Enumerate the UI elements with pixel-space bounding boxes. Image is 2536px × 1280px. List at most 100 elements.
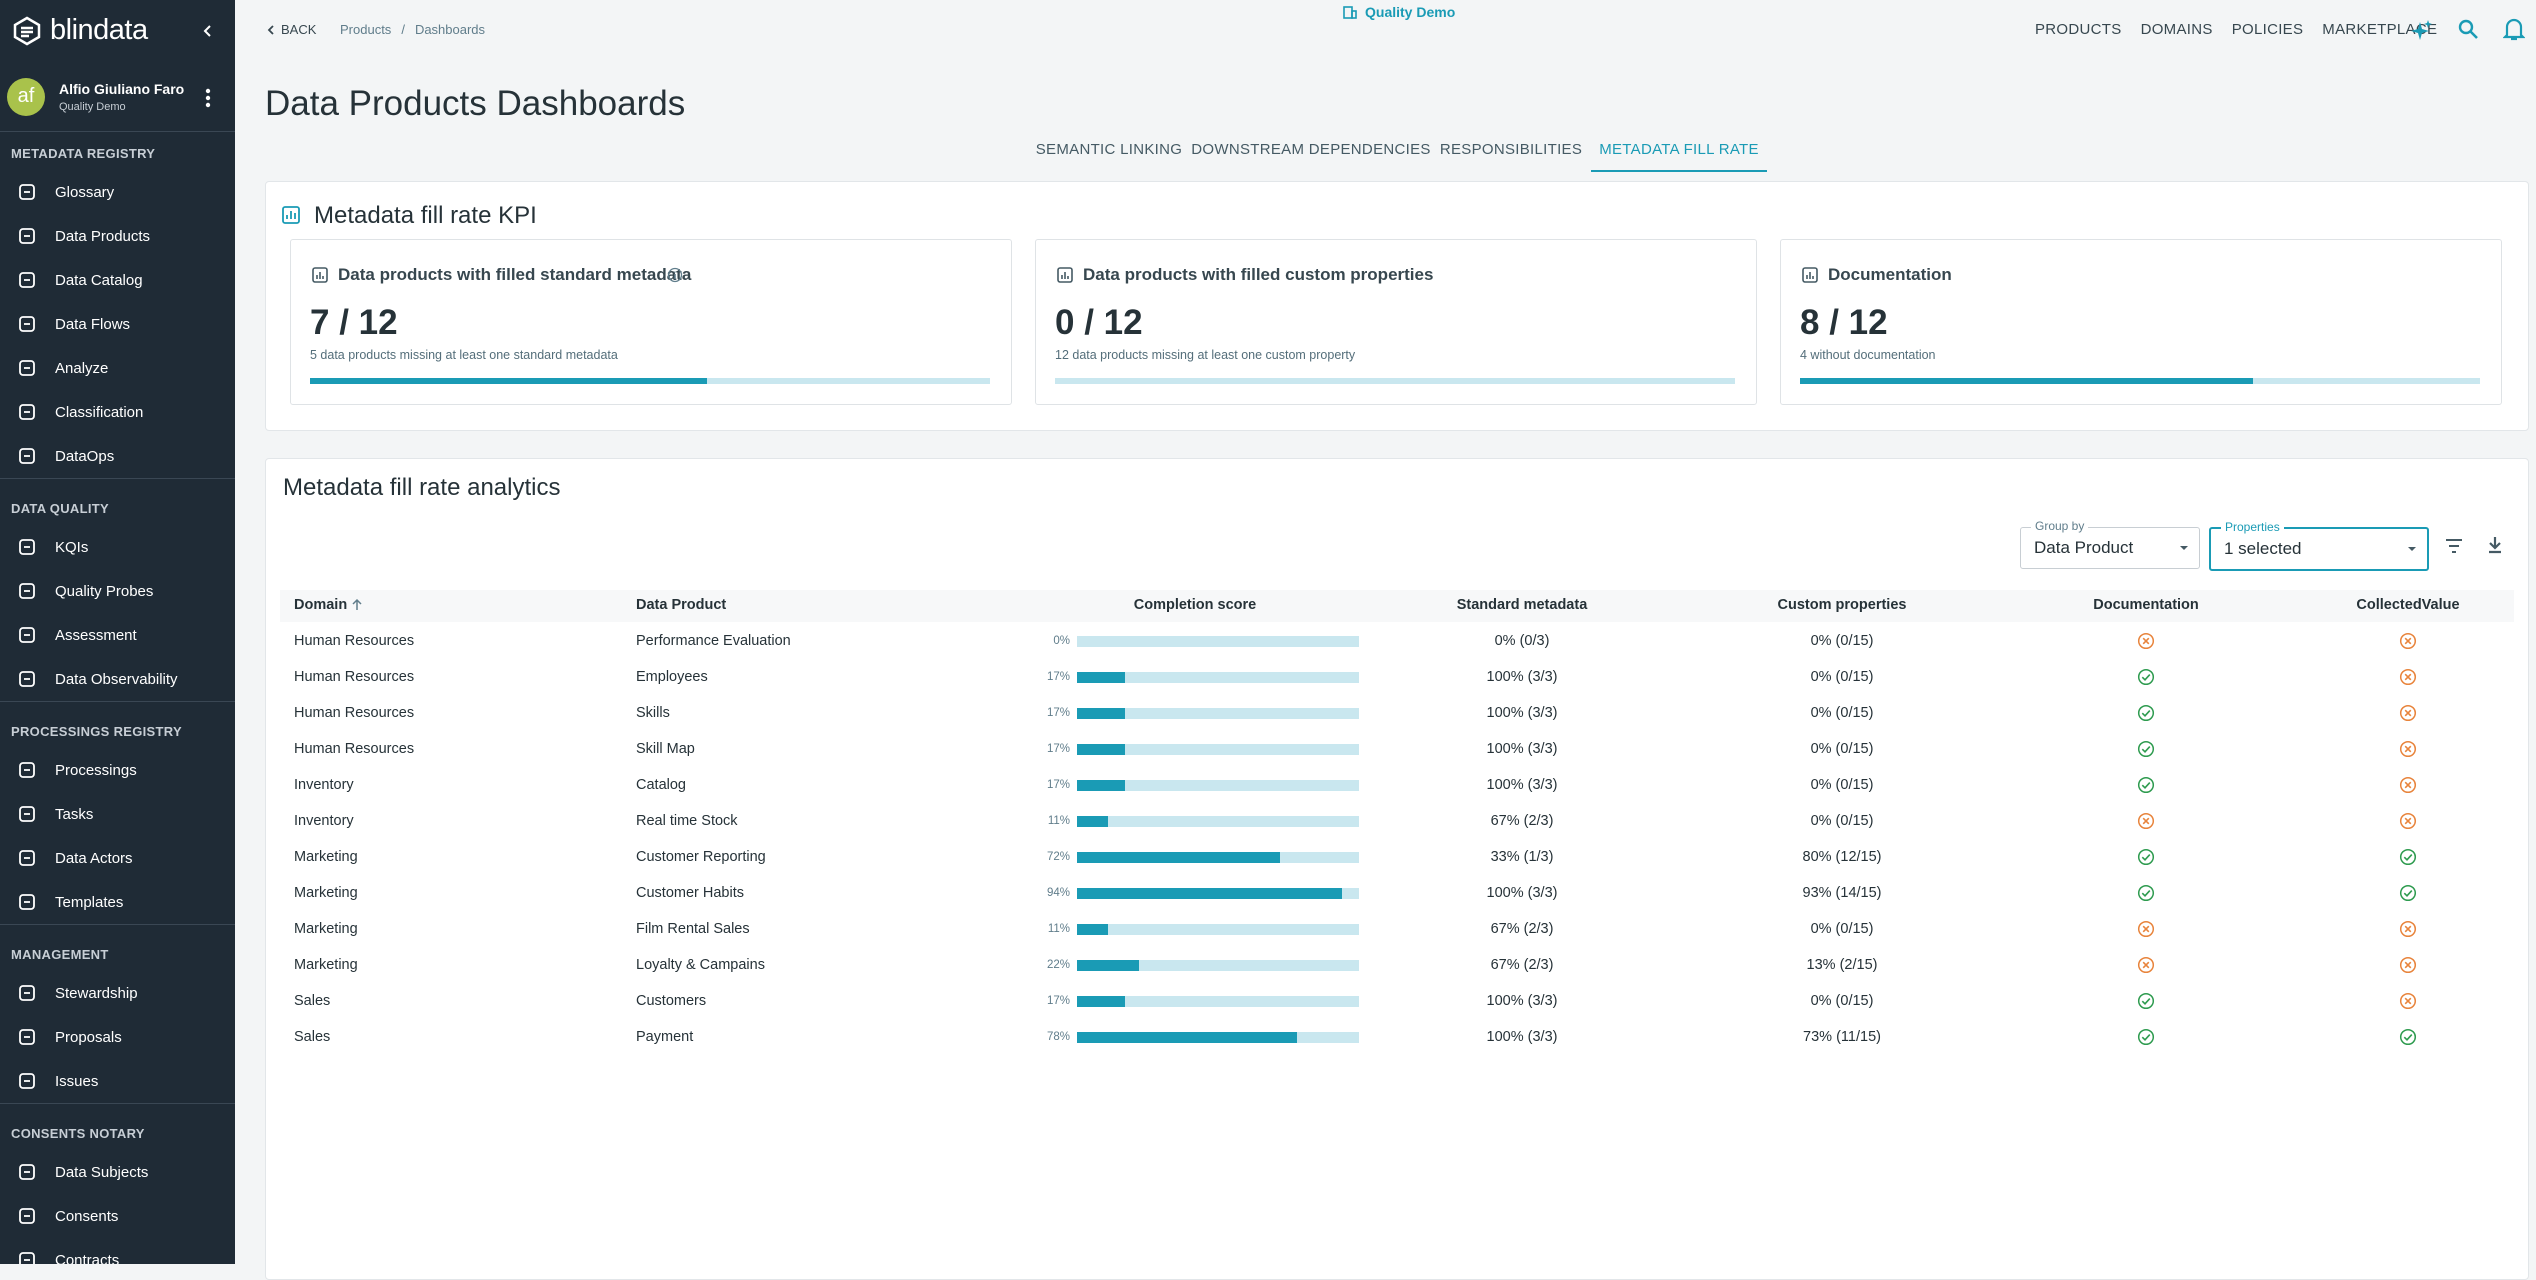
nav-item[interactable]: Stewardship [0, 971, 235, 1015]
nav-item-label: KQIs [55, 538, 89, 556]
completion-bar [1077, 672, 1125, 683]
properties-select[interactable]: Properties 1 selected [2209, 520, 2429, 571]
nav-item[interactable]: Templates [0, 880, 235, 924]
product-cell[interactable]: Employees [636, 669, 708, 685]
kpi-bar [310, 378, 707, 384]
product-cell[interactable]: Performance Evaluation [636, 633, 791, 649]
avatar[interactable]: af [7, 78, 45, 116]
top-nav-link[interactable]: MARKETPLACE [2322, 21, 2438, 38]
breadcrumb-item[interactable]: Dashboards [414, 22, 486, 37]
product-cell[interactable]: Skill Map [636, 741, 695, 757]
nav-item[interactable]: Assessment [0, 613, 235, 657]
top-nav-link[interactable]: PRODUCTS [2035, 21, 2122, 38]
column-header[interactable]: Data Product [636, 597, 727, 613]
ai-button[interactable] [2410, 18, 2434, 42]
column-header[interactable]: Standard metadata [1456, 597, 1588, 613]
standard-cell: 100% (3/3) [1486, 993, 1558, 1009]
product-cell[interactable]: Customer Habits [636, 885, 744, 901]
domain-cell: Marketing [294, 849, 358, 865]
collected-status [2399, 776, 2417, 794]
domain-cell: Marketing [294, 885, 358, 901]
column-header[interactable]: Documentation [2093, 597, 2199, 613]
tab[interactable]: SEMANTIC LINKING [1035, 141, 1183, 158]
kpi-note: 4 without documentation [1800, 348, 1936, 362]
nav-item[interactable]: Data Subjects [0, 1150, 235, 1194]
collected-status [2399, 884, 2417, 902]
nav-icon [19, 806, 35, 822]
tab[interactable]: METADATA FILL RATE [1599, 141, 1759, 158]
dropdown-arrow [2180, 546, 2188, 550]
user-tenant: Quality Demo [59, 101, 126, 113]
nav-item[interactable]: Tasks [0, 792, 235, 836]
product-cell[interactable]: Real time Stock [636, 813, 738, 829]
nav-item[interactable]: DataOps [0, 434, 235, 478]
column-header[interactable]: Custom properties [1777, 597, 1907, 613]
breadcrumb-item[interactable]: Products [340, 22, 392, 37]
notifications-button[interactable] [2503, 17, 2525, 41]
nav-item[interactable]: Quality Probes [0, 569, 235, 613]
product-cell[interactable]: Customer Reporting [636, 849, 766, 865]
product-cell[interactable]: Film Rental Sales [636, 921, 750, 937]
nav-item[interactable]: Data Products [0, 214, 235, 258]
domain-cell: Human Resources [294, 741, 415, 757]
nav-item[interactable]: Data Observability [0, 657, 235, 701]
product-cell[interactable]: Loyalty & Campains [636, 957, 765, 973]
nav-item[interactable]: Issues [0, 1059, 235, 1103]
select-label: Group by [2031, 519, 2089, 533]
card-title: Data products with filled standard metad… [338, 265, 692, 284]
product-cell[interactable]: Payment [636, 1029, 694, 1045]
breadcrumb-item[interactable]: / [401, 22, 405, 37]
nav-item[interactable]: Analyze [0, 346, 235, 390]
nav-item-label: Templates [55, 893, 124, 911]
nav-item[interactable]: Data Catalog [0, 258, 235, 302]
nav-item[interactable]: Glossary [0, 170, 235, 214]
tenant-switch[interactable]: Quality Demo [1365, 4, 1456, 20]
nav-item[interactable]: Data Flows [0, 302, 235, 346]
nav-item[interactable]: Proposals [0, 1015, 235, 1059]
nav-icon [19, 627, 35, 643]
filter-button[interactable] [2444, 537, 2464, 555]
nav-item[interactable]: Processings [0, 748, 235, 792]
collapse-button[interactable] [200, 23, 216, 39]
collected-status [2399, 704, 2417, 722]
sort-icon[interactable] [350, 598, 364, 612]
completion-track [1077, 816, 1359, 827]
nav-item[interactable]: KQIs [0, 525, 235, 569]
download-button[interactable] [2486, 535, 2504, 555]
top-nav-link[interactable]: DOMAINS [2140, 21, 2213, 38]
nav-item[interactable]: Consents [0, 1194, 235, 1238]
nav-item-label: Issues [55, 1072, 99, 1090]
completion-bar [1077, 852, 1281, 863]
collected-status [2399, 632, 2417, 650]
column-header[interactable]: Completion score [1133, 597, 1257, 613]
nav-item[interactable]: Data Actors [0, 836, 235, 880]
product-cell[interactable]: Skills [636, 705, 670, 721]
completion-label: 17% [1046, 743, 1070, 755]
info-icon[interactable] [667, 267, 683, 283]
completion-track [1077, 672, 1359, 683]
product-cell[interactable]: Customers [636, 993, 707, 1009]
completion-track [1077, 960, 1359, 971]
analytics-title: Metadata fill rate analytics [283, 474, 561, 501]
tab-indicator [1591, 170, 1767, 172]
group-by-select[interactable]: Group by Data Product [2020, 519, 2200, 569]
custom-cell: 80% (12/15) [1802, 849, 1882, 865]
column-header[interactable]: Domain [294, 597, 348, 613]
product-cell[interactable]: Catalog [636, 777, 686, 793]
back-button[interactable]: BACK [281, 22, 317, 37]
nav-item[interactable]: Contracts [0, 1238, 235, 1264]
kpi-note: 12 data products missing at least one cu… [1055, 348, 1356, 362]
documentation-status [2137, 992, 2155, 1010]
tab[interactable]: DOWNSTREAM DEPENDENCIES [1191, 141, 1431, 158]
top-nav-link[interactable]: POLICIES [2231, 21, 2304, 38]
completion-track [1077, 852, 1359, 863]
column-header[interactable]: CollectedValue [2356, 597, 2460, 613]
search-button[interactable] [2457, 18, 2479, 40]
tab[interactable]: RESPONSIBILITIES [1439, 141, 1583, 158]
select-value: 1 selected [2224, 539, 2302, 558]
kpi-score: 8 / 12 [1800, 303, 1888, 342]
nav-icon [19, 404, 35, 420]
nav-item[interactable]: Classification [0, 390, 235, 434]
user-menu[interactable] [201, 87, 215, 109]
